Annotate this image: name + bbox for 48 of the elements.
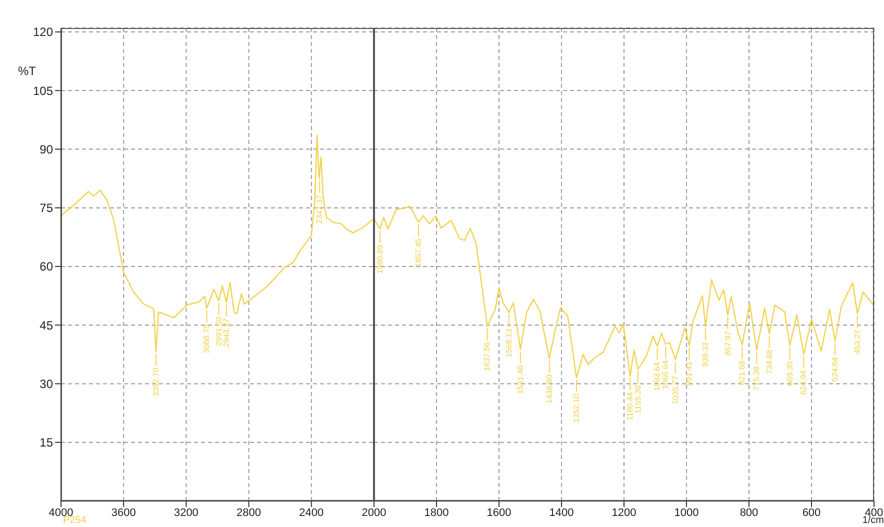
y-tick-label: 15 xyxy=(40,436,54,450)
x-tick-label: 1800 xyxy=(424,506,449,519)
x-tick-label: 800 xyxy=(740,506,758,519)
annotation: 524.64 xyxy=(830,356,840,382)
x-tick-label: 3200 xyxy=(174,506,198,519)
annotation: 624.94 xyxy=(799,370,808,395)
annotation: 939.33 xyxy=(700,342,710,367)
annotation: 1857.45 xyxy=(414,238,424,268)
annotation: 867.97 xyxy=(723,330,732,356)
x-tick-label: 2400 xyxy=(299,506,324,519)
x-tick-label: 1400 xyxy=(549,506,574,519)
annotation: 775.38 xyxy=(752,366,762,391)
y-tick-label: 60 xyxy=(40,260,54,274)
annotation: 734.88 xyxy=(764,349,774,374)
annotation: 1637.56 xyxy=(482,342,492,372)
y-tick-label: 120 xyxy=(32,25,54,40)
y-tick-label: 105 xyxy=(32,84,54,98)
annotation: 1568.13 xyxy=(504,328,514,358)
annotation: 1155.38 xyxy=(633,384,642,414)
y-axis-title: %T xyxy=(18,64,36,78)
annotation: 1980.89 xyxy=(375,244,384,274)
y-tick-label: 45 xyxy=(40,318,54,332)
annotation: 3392.70 xyxy=(152,367,161,397)
annotation: 1352.10 xyxy=(572,393,581,423)
annotation: 2943.37 xyxy=(222,318,231,348)
annotation: 1035.77 xyxy=(670,374,680,404)
y-tick-label: 90 xyxy=(40,142,54,156)
x-tick-label: 3600 xyxy=(111,506,136,519)
annotation: 1438.90 xyxy=(544,374,554,404)
y-tick-label: 75 xyxy=(40,201,54,216)
x-tick-label: 2000 xyxy=(362,506,386,519)
y-tick-label: 30 xyxy=(40,376,54,391)
x-tick-label: 600 xyxy=(802,506,821,519)
annotation: 821.68 xyxy=(738,360,747,386)
x-tick-label: 2800 xyxy=(236,506,262,519)
x-tick-label: 1600 xyxy=(486,506,512,519)
annotation: 991.41 xyxy=(684,360,694,386)
x-tick-label: 1000 xyxy=(674,506,699,519)
annotation: 1093.64 xyxy=(652,362,662,392)
annotation: 1066.64 xyxy=(661,360,670,390)
annotation: 2991.59 xyxy=(214,316,224,346)
annotation: 1531.48 xyxy=(516,364,525,394)
annotation: 453.27 xyxy=(852,329,862,354)
x-tick-label: 1200 xyxy=(612,506,636,519)
annotation: 2347.37 xyxy=(315,194,324,224)
annotation: 3068.75 xyxy=(202,324,212,354)
annotation: 669.30 xyxy=(785,360,794,386)
annotation: 1180.44 xyxy=(626,392,635,421)
